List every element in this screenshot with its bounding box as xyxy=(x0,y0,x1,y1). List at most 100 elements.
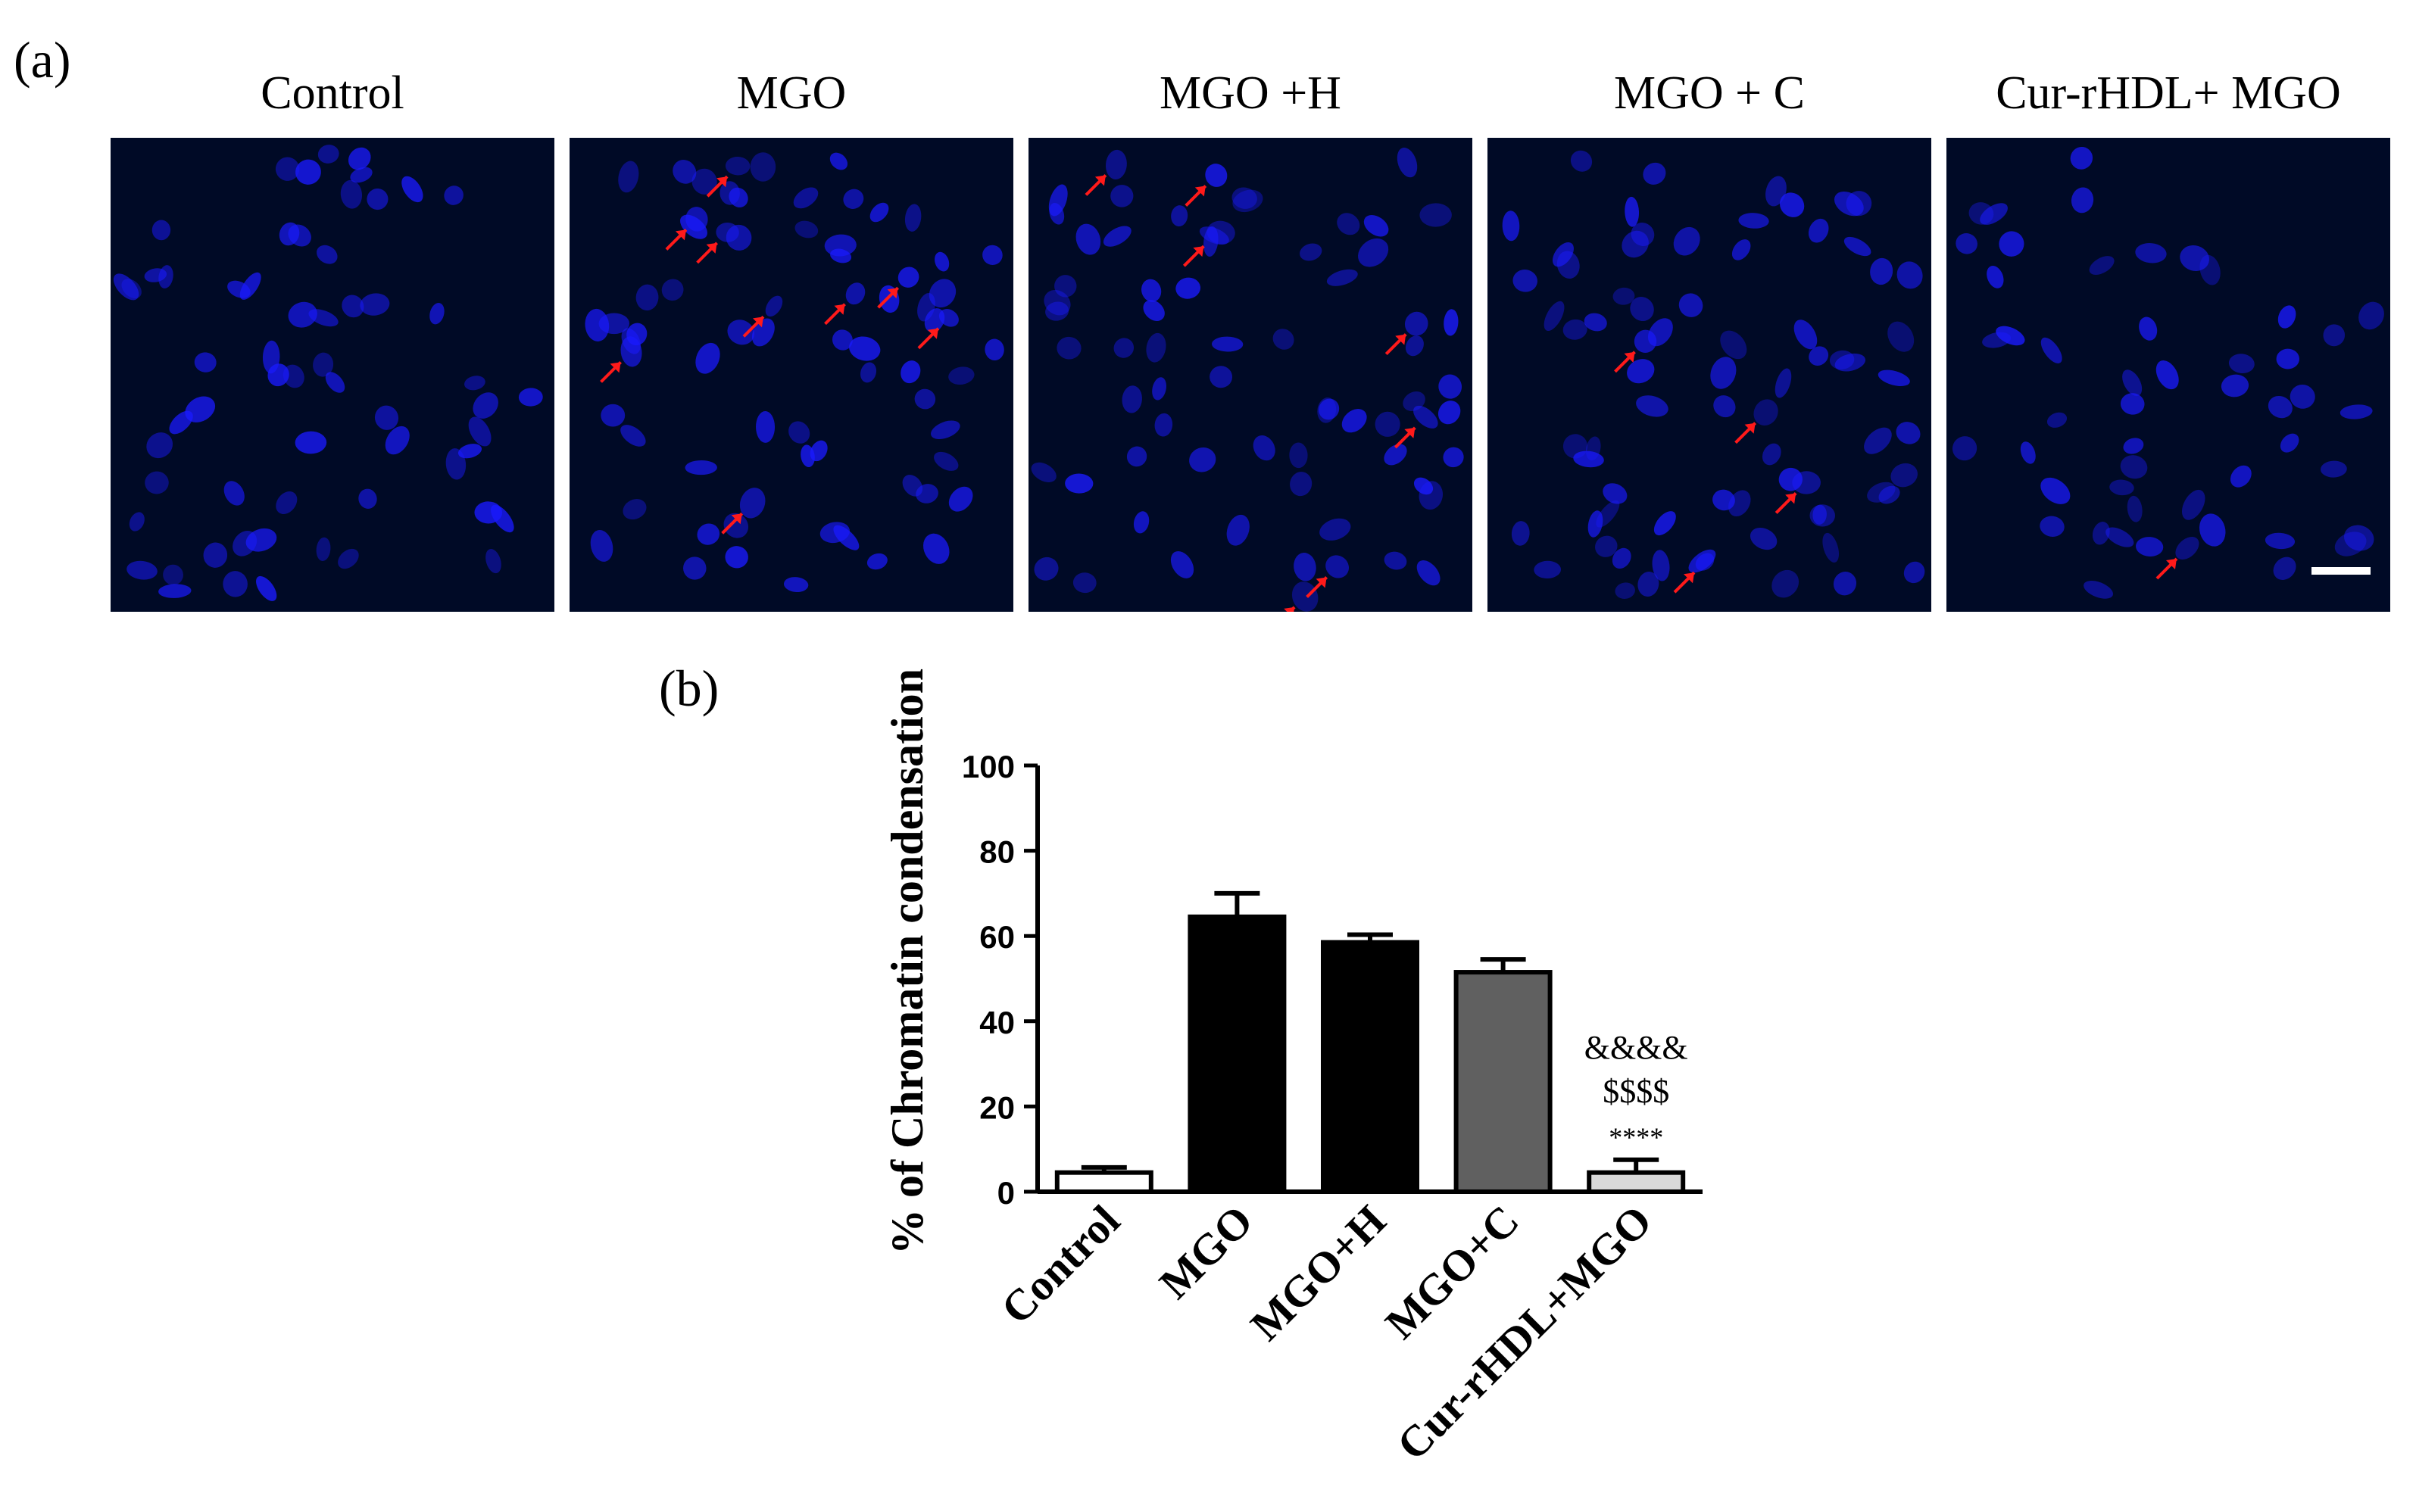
nucleus xyxy=(948,486,973,512)
nucleus xyxy=(360,293,390,316)
nucleus xyxy=(1205,164,1228,187)
nucleus xyxy=(897,267,919,288)
nucleus xyxy=(1113,338,1135,358)
nucleus xyxy=(750,152,776,182)
nucleus xyxy=(1636,395,1668,417)
red-arrow-icon xyxy=(1182,245,1205,267)
nucleus xyxy=(751,318,775,347)
nucleus xyxy=(2343,525,2374,551)
nucleus xyxy=(490,504,514,533)
y-axis-label: % of Chromatin condensation xyxy=(882,669,932,1255)
nucleus xyxy=(295,431,327,454)
nucleus xyxy=(1044,290,1071,316)
nucleus xyxy=(1152,377,1167,401)
nucleus xyxy=(801,444,815,468)
y-tick-label: 80 xyxy=(979,834,1015,870)
red-arrow-icon xyxy=(1306,576,1328,598)
nucleus xyxy=(1300,243,1322,261)
nucleus xyxy=(245,528,277,552)
nucleus xyxy=(2020,441,2036,464)
nucleus xyxy=(151,220,171,241)
nucleus xyxy=(276,491,298,515)
nucleus xyxy=(1779,192,1805,217)
nucleus xyxy=(1673,226,1700,256)
nucleus xyxy=(904,204,922,232)
nucleus xyxy=(1189,447,1216,472)
nucleus xyxy=(765,295,783,317)
nucleus xyxy=(626,323,648,346)
nucleus xyxy=(794,220,819,238)
nucleus xyxy=(1878,485,1900,504)
nucleus xyxy=(2280,433,2299,453)
nucleus xyxy=(1337,213,1360,235)
nucleus xyxy=(938,309,959,327)
nucleus xyxy=(793,187,819,209)
nucleus xyxy=(2175,536,2199,560)
nucleus xyxy=(1122,385,1142,413)
nucleus xyxy=(2358,301,2384,330)
nucleus xyxy=(691,168,717,195)
red-arrow-icon xyxy=(665,229,688,251)
nucleus xyxy=(1103,226,1132,247)
red-arrow-icon xyxy=(706,175,729,198)
nucleus xyxy=(1326,269,1358,286)
nucleus xyxy=(1049,202,1065,225)
nucleus xyxy=(2320,460,2347,478)
nucleus xyxy=(2230,465,2252,488)
nucleus xyxy=(401,176,423,203)
x-tick-label: MGO+H xyxy=(1241,1196,1395,1350)
nucleus xyxy=(1584,313,1607,332)
nucleus xyxy=(1890,463,1918,488)
nucleus xyxy=(1808,218,1829,243)
nucleus xyxy=(1419,203,1452,227)
nucleus xyxy=(1511,521,1530,546)
nucleus xyxy=(860,362,877,383)
nucleus xyxy=(275,157,300,181)
nucleus xyxy=(1291,581,1319,612)
nucleus xyxy=(618,161,639,193)
nucleus xyxy=(1075,223,1101,255)
nucleus xyxy=(832,329,853,351)
nucleus xyxy=(695,342,720,374)
nucleus xyxy=(1105,149,1127,180)
nucleus xyxy=(1878,369,1910,386)
nucleus xyxy=(1713,395,1736,418)
nucleus xyxy=(1552,242,1574,267)
nucleus xyxy=(2135,537,2164,557)
scale-bar xyxy=(2311,567,2371,575)
nucleus xyxy=(1710,357,1737,389)
nucleus xyxy=(2070,146,2093,170)
nucleus xyxy=(1126,446,1147,467)
nucleus xyxy=(2340,404,2373,419)
nucleus xyxy=(843,189,864,209)
y-tick-label: 60 xyxy=(979,919,1015,955)
nucleus xyxy=(1341,409,1367,433)
nucleus xyxy=(1980,203,2008,225)
nucleus xyxy=(1110,185,1134,207)
nucleus xyxy=(869,202,889,223)
red-arrow-icon xyxy=(1394,426,1416,449)
nucleus xyxy=(1625,196,1640,227)
nucleus xyxy=(1375,411,1400,437)
nucleus xyxy=(2120,393,2145,415)
red-arrow-icon xyxy=(1614,351,1636,373)
nucleus xyxy=(340,179,363,209)
nucleus xyxy=(1143,300,1165,321)
nucleus xyxy=(2040,477,2071,504)
nucleus xyxy=(685,207,708,232)
nucleus xyxy=(1982,332,2012,348)
red-arrow-icon xyxy=(1673,571,1696,594)
nucleus xyxy=(1290,472,1313,497)
nucleus xyxy=(1562,434,1588,459)
nucleus xyxy=(457,444,482,459)
nucleus xyxy=(1615,582,1635,599)
nucleus xyxy=(1562,319,1587,340)
nucleus xyxy=(590,529,613,562)
nucleus xyxy=(2277,305,2296,329)
nucleus xyxy=(1643,162,1666,185)
bar-mgo-c xyxy=(1453,970,1553,1195)
nucleus xyxy=(1753,399,1778,426)
nucleus xyxy=(1211,336,1244,352)
nucleus xyxy=(1829,350,1855,369)
